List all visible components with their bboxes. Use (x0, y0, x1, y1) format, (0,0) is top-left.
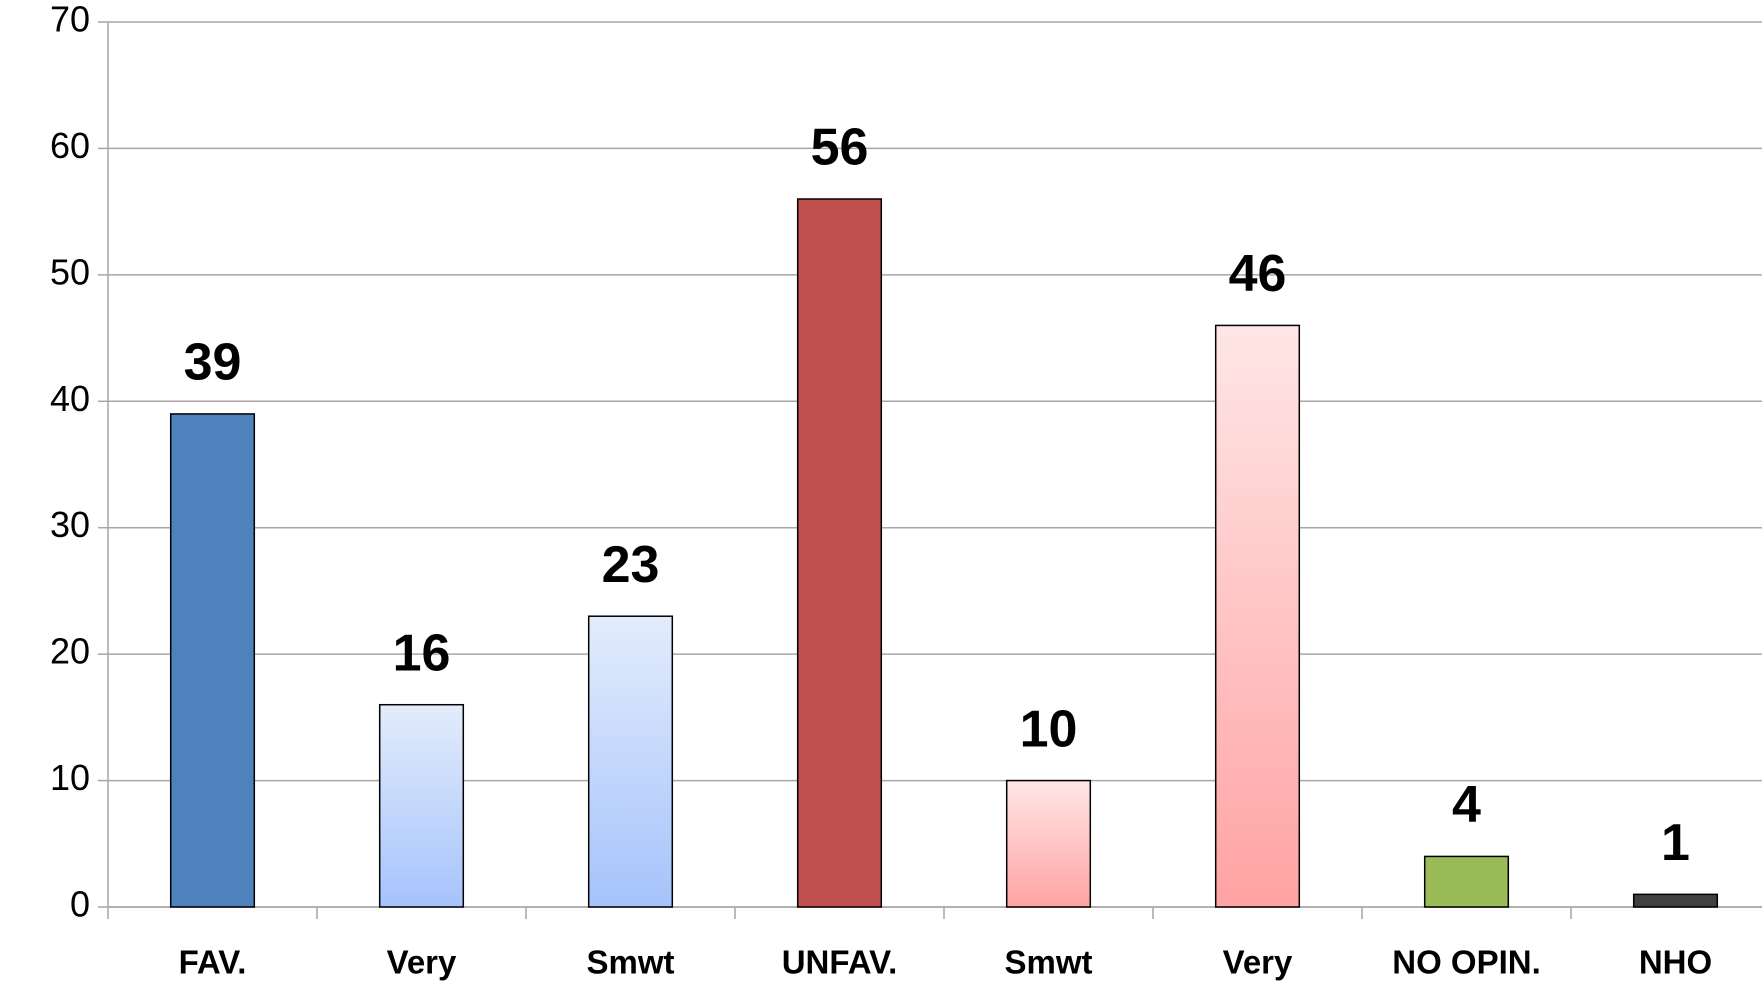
value-label: 56 (811, 119, 869, 177)
y-tick-label: 40 (50, 378, 90, 419)
value-label: 23 (602, 536, 660, 594)
value-label: 16 (393, 624, 451, 682)
bar (1632, 893, 1719, 908)
x-tick-label: FAV. (179, 944, 247, 981)
bar (1423, 855, 1510, 908)
value-label: 4 (1452, 776, 1481, 834)
y-tick-label: 10 (50, 757, 90, 798)
y-tick-label: 70 (50, 0, 90, 40)
y-tick-label: 50 (50, 251, 90, 292)
y-tick-label: 20 (50, 631, 90, 672)
y-tick-label: 0 (70, 884, 90, 925)
bar (587, 615, 674, 908)
value-label: 46 (1229, 245, 1287, 303)
x-tick-label: Very (387, 944, 457, 981)
value-label: 10 (1020, 700, 1078, 758)
x-tick-label: Smwt (1004, 944, 1092, 981)
x-tick-label: NHO (1639, 944, 1712, 981)
bar (1005, 779, 1092, 908)
bar (378, 703, 465, 908)
bar (796, 198, 883, 908)
x-tick-label: Very (1223, 944, 1293, 981)
value-label: 1 (1661, 814, 1690, 872)
x-tick-label: Smwt (586, 944, 674, 981)
y-tick-label: 30 (50, 504, 90, 545)
x-tick-label: UNFAV. (782, 944, 898, 981)
x-tick-label: NO OPIN. (1392, 944, 1541, 981)
bar (169, 413, 256, 908)
value-label: 39 (184, 334, 242, 392)
y-tick-label: 60 (50, 125, 90, 166)
bar (1214, 324, 1301, 908)
